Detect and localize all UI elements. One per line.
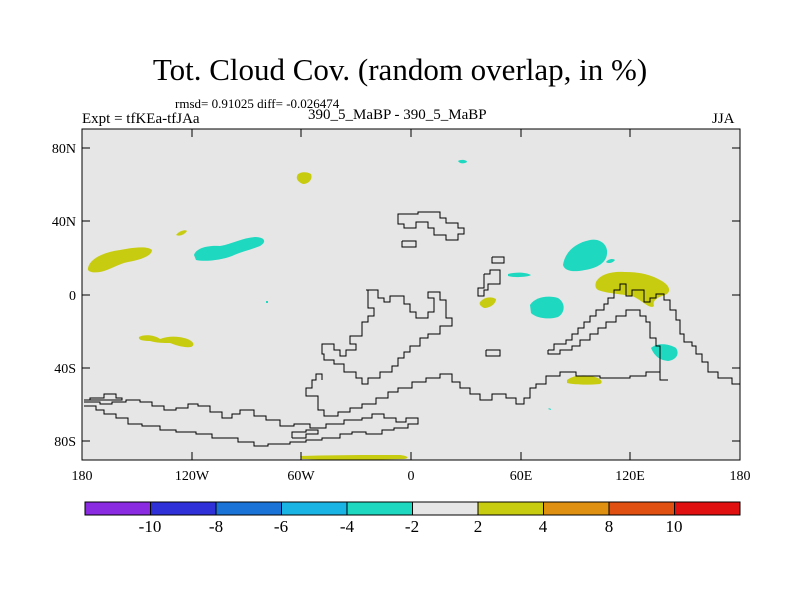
anomaly-patch [479, 297, 496, 308]
cases-label: 390_5_MaBP - 390_5_MaBP [308, 107, 487, 123]
anomaly-patch [567, 375, 602, 385]
colorbar-label: -8 [209, 517, 223, 536]
anomaly-patch [176, 230, 187, 236]
anomaly-patch [508, 272, 531, 278]
anomaly-patch [606, 258, 615, 264]
lon-tick-label: 60E [510, 469, 533, 484]
colorbar [84, 501, 741, 516]
colorbar-label: 2 [474, 517, 483, 536]
lat-tick-label: 0 [69, 289, 76, 304]
colorbar-swatch [84, 501, 151, 516]
colorbar-swatch [346, 501, 413, 516]
coastline-isthmus [305, 371, 668, 417]
anomaly-patch [87, 247, 152, 273]
colorbar-swatch [543, 501, 610, 516]
tick-marks [81, 129, 741, 460]
coastline-island-3 [477, 269, 501, 297]
lat-tick-label: 80N [52, 142, 76, 157]
anomaly-patch [138, 335, 194, 348]
coastline-south-bounds [84, 399, 419, 447]
lon-tick-label: 60W [287, 469, 315, 484]
coastline-west [321, 289, 453, 385]
colorbar-label: -4 [340, 517, 355, 536]
coastline-america [84, 393, 123, 401]
coastline-east-b [491, 256, 505, 264]
colorbar-swatch [412, 501, 479, 516]
coastline-asia [548, 283, 740, 385]
lon-tick-label: 120E [615, 469, 645, 484]
anomaly-patch [266, 301, 268, 303]
plot-title: Tot. Cloud Cov. (random overlap, in %) [152, 52, 648, 87]
colorbar-swatch [674, 501, 741, 516]
anomaly-patch [300, 455, 408, 460]
anomaly-patch [458, 159, 467, 164]
colorbar-swatch [281, 501, 348, 516]
colorbar-label: -6 [274, 517, 288, 536]
anomaly-patch [563, 239, 608, 272]
lon-tick-label: 0 [408, 469, 415, 484]
anomaly-patch [194, 237, 265, 261]
season-label: JJA [712, 111, 735, 127]
coastline-island-1 [291, 429, 319, 439]
coastline-north [397, 211, 465, 241]
colorbar-label: 4 [539, 517, 548, 536]
colorbar-label: 8 [605, 517, 614, 536]
anomaly-patch [651, 344, 678, 361]
stats-label: rmsd= 0.91025 diff= -0.026474 [175, 96, 340, 111]
anomaly-patches [87, 159, 678, 460]
colorbar-swatch [477, 501, 544, 516]
anomaly-patch [296, 172, 312, 184]
coastline-east-a [401, 240, 417, 248]
coastline-asia-inner [547, 309, 661, 372]
lon-tick-label: 120W [175, 469, 210, 484]
colorbar-swatch [215, 501, 282, 516]
lon-tick-label: 180 [730, 469, 751, 484]
lon-tick-label: 180 [72, 469, 93, 484]
coastline-island-2 [485, 349, 501, 357]
lat-tick-label: 80S [54, 435, 76, 450]
lat-tick-label: 40N [52, 215, 76, 230]
colorbar-label: 10 [666, 517, 683, 536]
colorbar-swatch [150, 501, 217, 516]
lat-tick-label: 40S [54, 362, 76, 377]
anomaly-patch [548, 408, 551, 410]
anomaly-patch [530, 296, 564, 319]
coastlines [84, 211, 740, 447]
colorbar-label: -10 [139, 517, 162, 536]
colorbar-swatch [608, 501, 675, 516]
colorbar-label: -2 [405, 517, 419, 536]
experiment-label: Expt = tfKEa-tfJAa [82, 111, 200, 127]
